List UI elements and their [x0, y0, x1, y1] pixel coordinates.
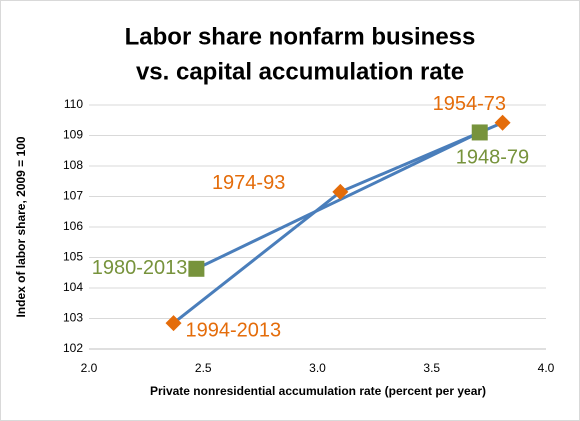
y-tick-label: 110 [64, 97, 83, 111]
marker [332, 183, 349, 200]
point-label: 1980-2013 [92, 257, 188, 279]
x-tick-label: 4.0 [538, 361, 555, 375]
y-axis-label: Index of labor share, 2009 = 100 [14, 136, 28, 317]
marker [494, 114, 511, 131]
y-tick-label: 109 [63, 128, 83, 142]
point-label: 1948-79 [456, 147, 529, 169]
chart-title: vs. capital accumulation rate [136, 58, 464, 85]
x-tick-label: 2.0 [81, 361, 98, 375]
y-tick-label: 102 [63, 341, 83, 355]
y-tick-label: 103 [63, 311, 83, 325]
y-tick-label: 105 [63, 250, 83, 264]
marker [165, 315, 182, 332]
y-tick-label: 107 [63, 189, 83, 203]
point-label: 1994-2013 [186, 319, 282, 341]
x-tick-label: 3.0 [309, 361, 326, 375]
point-label: 1954-73 [433, 93, 506, 115]
y-tick-label: 106 [63, 219, 83, 233]
x-axis-label: Private nonresidential accumulation rate… [150, 384, 486, 398]
series-line [195, 131, 481, 271]
x-tick-label: 2.5 [195, 361, 212, 375]
point-label: 1974-93 [212, 172, 285, 194]
y-tick-label: 104 [63, 280, 83, 294]
marker [188, 260, 205, 277]
y-tick-label: 108 [63, 158, 83, 172]
marker [471, 124, 488, 141]
x-tick-label: 3.5 [423, 361, 440, 375]
chart-title: Labor share nonfarm business [125, 23, 476, 50]
